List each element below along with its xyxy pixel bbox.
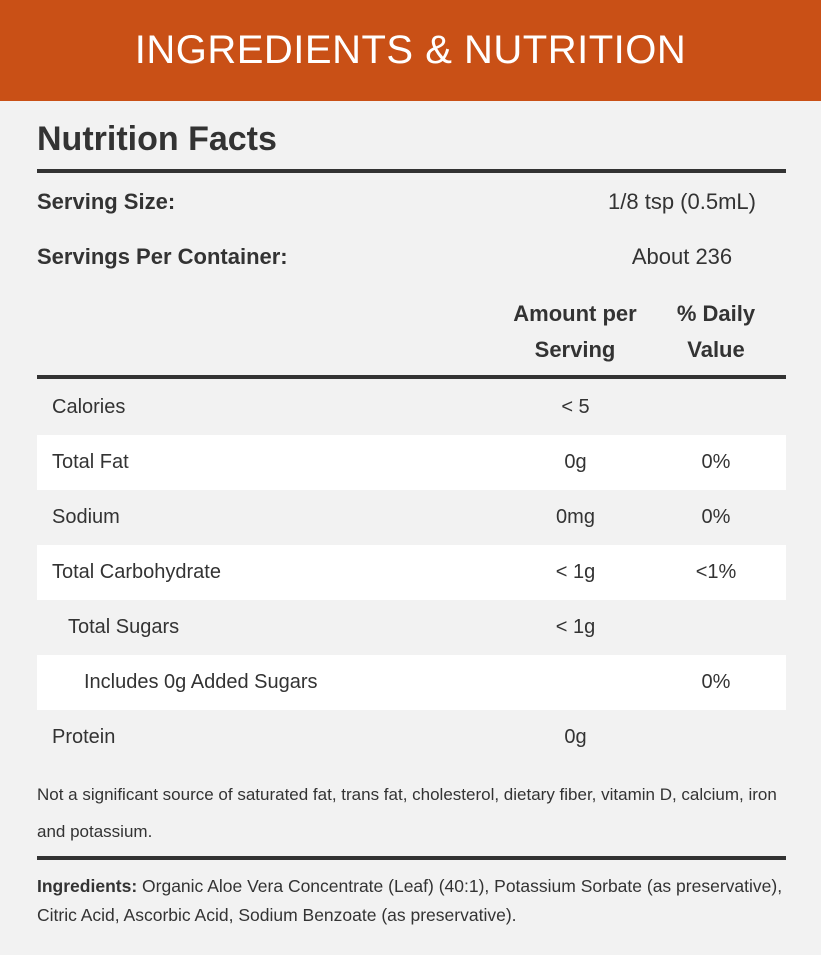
- nutrient-row: Includes 0g Added Sugars 0%: [37, 655, 786, 710]
- nutrition-footnote: Not a significant source of saturated fa…: [37, 785, 777, 841]
- nutrient-daily-value: 0%: [701, 671, 731, 693]
- ingredients-text: Organic Aloe Vera Concentrate (Leaf) (40…: [37, 876, 783, 925]
- nutrient-daily-value: <1%: [695, 561, 737, 583]
- serving-size-row: Serving Size: 1/8 tsp (0.5mL): [37, 187, 786, 217]
- amount-header-line2: Serving: [534, 337, 616, 362]
- nutrient-row: Protein 0g: [37, 710, 786, 765]
- ingredients-divider: [37, 856, 786, 860]
- nutrient-amount: < 5: [561, 396, 590, 418]
- nutrient-label: Sodium: [52, 506, 120, 528]
- daily-value-header: % Daily Value: [660, 296, 772, 368]
- nutrient-label: Total Fat: [52, 451, 129, 473]
- nutrient-row: Total Fat 0g 0%: [37, 435, 786, 490]
- serving-size-value: 1/8 tsp (0.5mL): [608, 189, 756, 214]
- nutrient-label: Protein: [52, 726, 116, 748]
- nutrient-amount: 0mg: [556, 506, 595, 528]
- dv-header-line1: % Daily: [676, 301, 756, 326]
- nutrient-amount: < 1g: [555, 561, 596, 583]
- nutrient-row: Total Sugars < 1g: [37, 600, 786, 655]
- nutrient-label: Total Carbohydrate: [52, 561, 221, 583]
- nutrient-amount: < 1g: [555, 616, 596, 638]
- nutrient-daily-value: 0%: [701, 506, 731, 528]
- servings-per-container-value: About 236: [631, 244, 733, 269]
- nutrition-facts-title: Nutrition Facts: [37, 120, 277, 158]
- nutrient-row: Sodium 0mg 0%: [37, 490, 786, 545]
- nutrient-label: Calories: [52, 396, 126, 418]
- section-banner: INGREDIENTS & NUTRITION: [0, 0, 821, 101]
- ingredients-statement: Ingredients: Organic Aloe Vera Concentra…: [37, 872, 786, 930]
- top-divider: [37, 169, 786, 173]
- nutrient-daily-value: 0%: [701, 451, 731, 473]
- ingredients-label: Ingredients:: [37, 876, 138, 896]
- banner-title: INGREDIENTS & NUTRITION: [134, 28, 687, 72]
- nutrient-label: Includes 0g Added Sugars: [84, 671, 318, 693]
- nutrient-amount: 0g: [564, 726, 587, 748]
- nutrient-amount: 0g: [564, 451, 587, 473]
- nutrient-row: Total Carbohydrate < 1g <1%: [37, 545, 786, 600]
- servings-per-container-row: Servings Per Container: About 236: [37, 242, 786, 272]
- header-divider: [37, 375, 786, 379]
- nutrient-label: Total Sugars: [68, 616, 180, 638]
- serving-size-label: Serving Size:: [37, 189, 176, 214]
- nutrient-row: Calories < 5: [37, 380, 786, 435]
- servings-per-container-label: Servings Per Container:: [37, 244, 288, 269]
- dv-header-line2: Value: [687, 337, 745, 362]
- amount-per-serving-header: Amount per Serving: [505, 296, 645, 368]
- amount-header-line1: Amount per: [513, 301, 637, 326]
